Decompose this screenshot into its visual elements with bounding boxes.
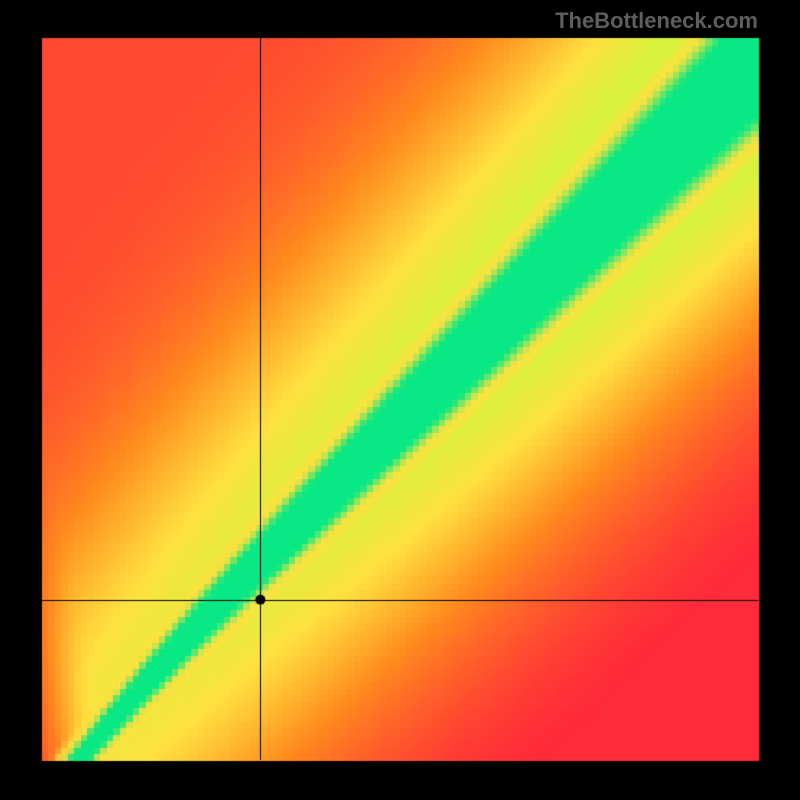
chart-container: TheBottleneck.com	[0, 0, 800, 800]
heatmap-canvas	[0, 0, 800, 800]
watermark-text: TheBottleneck.com	[555, 8, 758, 34]
